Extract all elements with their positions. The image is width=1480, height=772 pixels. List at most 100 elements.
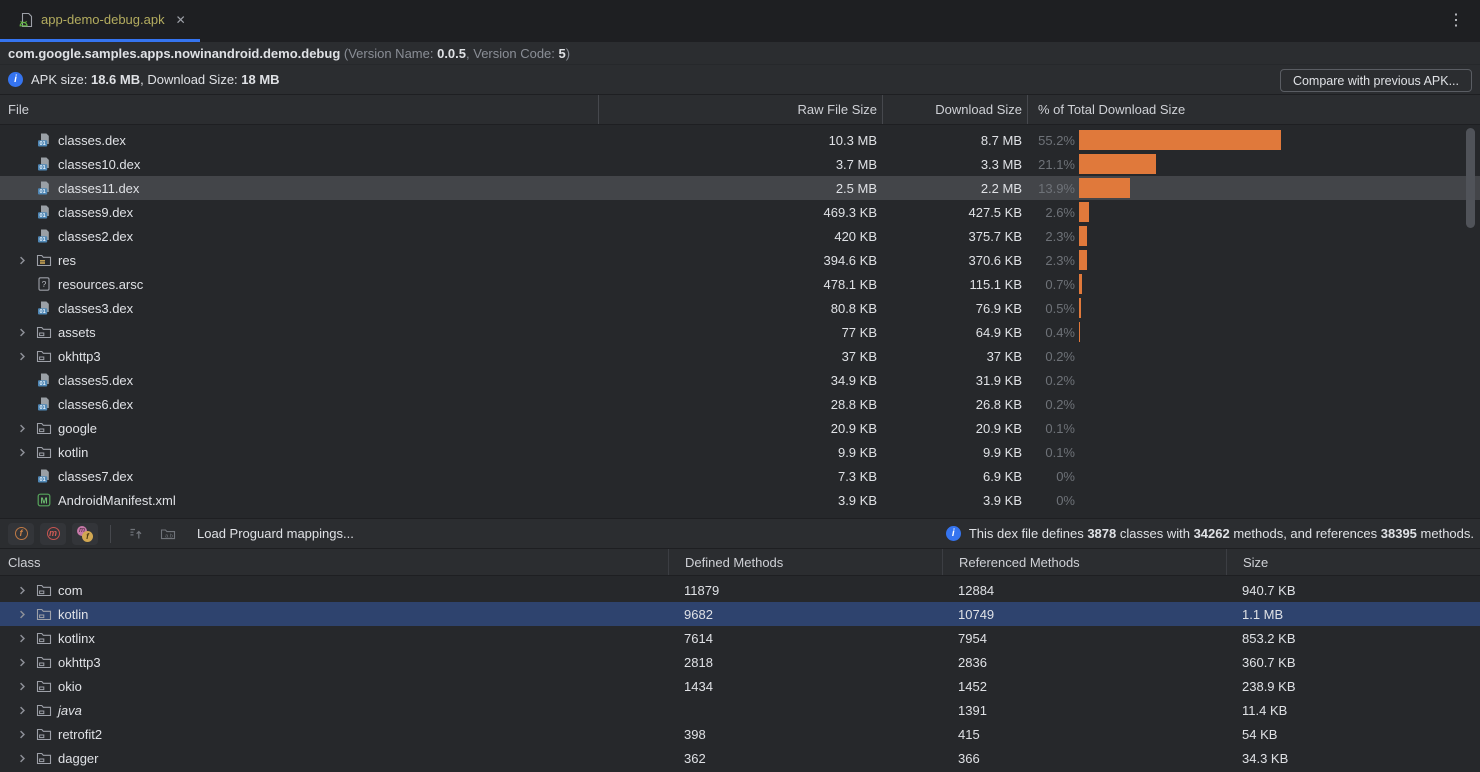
file-row[interactable]: res394.6 KB370.6 KB2.3% [0,248,1480,272]
raw-file-size-value: 10.3 MB [598,133,882,148]
file-row[interactable]: MAndroidManifest.xml3.9 KB3.9 KB0% [0,488,1480,512]
file-row[interactable]: ?resources.arsc478.1 KB115.1 KB0.7% [0,272,1480,296]
raw-file-size-value: 3.7 MB [598,157,882,172]
column-header-referenced-methods[interactable]: Referenced Methods [942,549,1226,575]
row-label: dagger [58,751,98,766]
class-row[interactable]: java139111.4 KB [0,698,1480,722]
class-row[interactable]: okhttp328182836360.7 KB [0,650,1480,674]
raw-file-size-value: 34.9 KB [598,373,882,388]
class-row[interactable]: kotlinx76147954853.2 KB [0,626,1480,650]
column-header-size[interactable]: Size [1226,549,1480,575]
expand-tree-icon[interactable] [128,526,144,542]
download-size-value: 3.3 MB [882,157,1027,172]
pct-value: 0.7% [1027,277,1075,292]
show-fields-toggle[interactable]: f [8,523,34,545]
raw-file-size-value: 37 KB [598,349,882,364]
tree-cell: okio [0,678,668,694]
column-header-file[interactable]: File [0,95,598,124]
pct-cell: 13.9% [1027,176,1480,200]
row-label: AndroidManifest.xml [58,493,176,508]
tree-cell: 01classes.dex [0,132,598,148]
pct-value: 0.5% [1027,301,1075,316]
apk-analyzer-window: app-demo-debug.apk ✕ ⋮ com.google.sample… [0,0,1480,772]
column-header-pct-total[interactable]: % of Total Download Size [1027,95,1480,124]
row-label: kotlin [58,445,88,460]
tab-app-demo-debug-apk[interactable]: app-demo-debug.apk ✕ [0,0,200,42]
file-row[interactable]: 01classes.dex10.3 MB8.7 MB55.2% [0,128,1480,152]
chevron-right-icon[interactable] [12,424,32,433]
dex-file-icon: 01 [36,396,52,412]
raw-file-size-value: 28.8 KB [598,397,882,412]
file-row[interactable]: 01classes10.dex3.7 MB3.3 MB21.1% [0,152,1480,176]
class-row[interactable]: dagger36236634.3 KB [0,746,1480,770]
more-options-icon[interactable]: ⋮ [1448,11,1464,31]
class-row[interactable]: retrofit239841554 KB [0,722,1480,746]
chevron-right-icon[interactable] [12,754,32,763]
file-row[interactable]: 01classes9.dex469.3 KB427.5 KB2.6% [0,200,1480,224]
pct-value: 2.6% [1027,205,1075,220]
tree-cell: kotlin [0,444,598,460]
chevron-right-icon[interactable] [12,352,32,361]
download-size-value: 2.2 MB [882,181,1027,196]
chevron-right-icon[interactable] [12,256,32,265]
file-row[interactable]: okhttp337 KB37 KB0.2% [0,344,1480,368]
file-row[interactable]: kotlin9.9 KB9.9 KB0.1% [0,440,1480,464]
column-header-raw-file-size[interactable]: Raw File Size [598,95,882,124]
file-table-header: File Raw File Size Download Size % of To… [0,95,1480,125]
folder-icon [36,420,52,436]
file-row[interactable]: 01classes11.dex2.5 MB2.2 MB13.9% [0,176,1480,200]
svg-text:01: 01 [40,165,46,171]
pct-bar [1079,202,1089,222]
file-row[interactable]: 01classes7.dex7.3 KB6.9 KB0% [0,464,1480,488]
defined-methods-value: 7614 [668,631,942,646]
class-row[interactable]: com1187912884940.7 KB [0,578,1480,602]
dex-file-icon: 01 [36,156,52,172]
raw-file-size-value: 2.5 MB [598,181,882,196]
pct-value: 0.1% [1027,421,1075,436]
column-header-class[interactable]: Class [0,549,668,575]
tree-cell: 01classes2.dex [0,228,598,244]
folder-icon [36,630,52,646]
file-row[interactable]: 01classes6.dex28.8 KB26.8 KB0.2% [0,392,1480,416]
pct-bar [1079,178,1130,198]
download-size-value: 31.9 KB [882,373,1027,388]
load-proguard-mappings-label[interactable]: Load Proguard mappings... [197,526,354,541]
column-header-defined-methods[interactable]: Defined Methods [668,549,942,575]
download-size-value: 427.5 KB [882,205,1027,220]
chevron-right-icon[interactable] [12,658,32,667]
chevron-right-icon[interactable] [12,682,32,691]
class-row[interactable]: kotlin9682107491.1 MB [0,602,1480,626]
chevron-right-icon[interactable] [12,610,32,619]
pct-cell: 0.7% [1027,272,1480,296]
chevron-right-icon[interactable] [12,448,32,457]
file-row[interactable]: 01classes5.dex34.9 KB31.9 KB0.2% [0,368,1480,392]
chevron-right-icon[interactable] [12,634,32,643]
pct-value: 13.9% [1027,181,1075,196]
class-row[interactable]: okio14341452238.9 KB [0,674,1480,698]
row-label: classes10.dex [58,157,140,172]
pct-cell: 2.6% [1027,200,1480,224]
file-row[interactable]: google20.9 KB20.9 KB0.1% [0,416,1480,440]
folder-icon [36,726,52,742]
apk-size-text: APK size: 18.6 MB, Download Size: 18 MB [31,72,280,87]
show-methods-toggle[interactable]: m [40,523,66,545]
chevron-right-icon[interactable] [12,586,32,595]
folder-icon [36,750,52,766]
close-icon[interactable]: ✕ [176,13,186,27]
chevron-right-icon[interactable] [12,730,32,739]
show-referenced-toggle[interactable]: mf [72,523,98,545]
dex-info: i This dex file defines 3878 classes wit… [946,519,1474,548]
pct-value: 0.2% [1027,373,1075,388]
file-row[interactable]: assets77 KB64.9 KB0.4% [0,320,1480,344]
vertical-scrollbar[interactable] [1466,128,1475,228]
proguard-mappings-folder-icon[interactable]: a.b [160,526,176,542]
file-row[interactable]: 01classes3.dex80.8 KB76.9 KB0.5% [0,296,1480,320]
raw-file-size-value: 20.9 KB [598,421,882,436]
chevron-right-icon[interactable] [12,706,32,715]
svg-text:01: 01 [40,213,46,219]
row-label: res [58,253,76,268]
chevron-right-icon[interactable] [12,328,32,337]
file-row[interactable]: 01classes2.dex420 KB375.7 KB2.3% [0,224,1480,248]
compare-previous-apk-button[interactable]: Compare with previous APK... [1280,69,1472,92]
column-header-download-size[interactable]: Download Size [882,95,1027,124]
